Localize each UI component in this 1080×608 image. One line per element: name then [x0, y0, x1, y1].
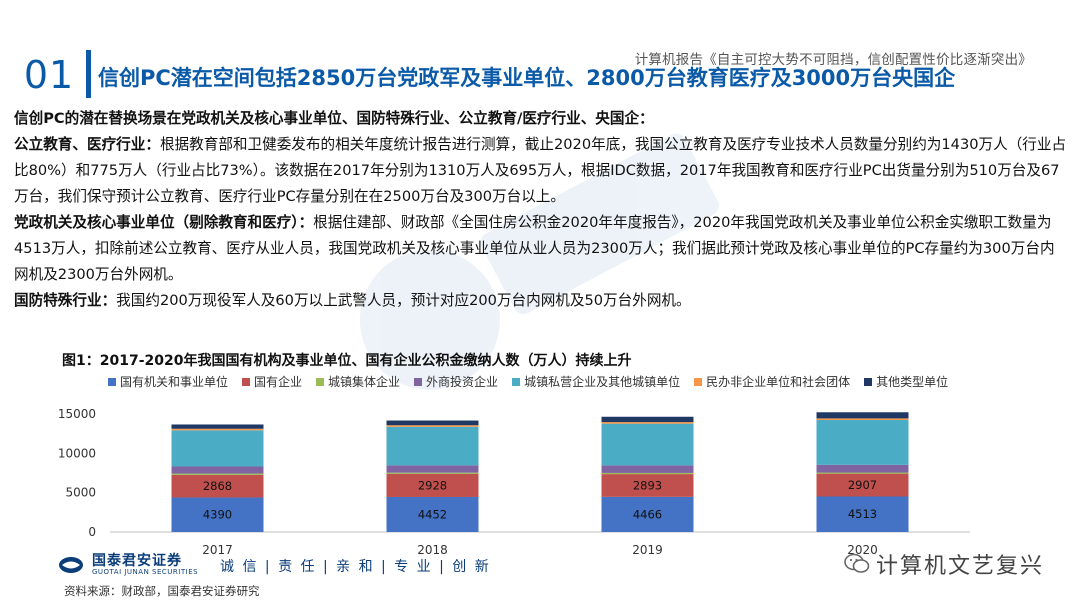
- bar-segment: [816, 418, 909, 420]
- data-label: 2928: [418, 478, 447, 492]
- y-tick-label: 10000: [58, 446, 96, 460]
- page-title: 信创PC潜在空间包括2850万台党政军及事业单位、2800万台教育医疗及3000…: [98, 66, 956, 90]
- paragraph-government: 党政机关及核心事业单位（剔除教育和医疗）：根据住建部、财政部《全国住房公积金20…: [14, 210, 1068, 288]
- bar-segment: [171, 497, 264, 532]
- legend-swatch: [864, 377, 873, 386]
- wechat-watermark: 计算机文艺复兴: [844, 548, 1044, 580]
- legend-swatch: [316, 377, 325, 386]
- section-divider: [86, 50, 91, 98]
- bar-segment: [171, 430, 264, 467]
- legend-label: 国有企业: [254, 375, 303, 389]
- x-tick-label: 2017: [202, 543, 233, 557]
- bar-segment: [816, 496, 909, 532]
- intro-paragraph: 信创PC的潜在替换场景在党政机关及核心事业单位、国防特殊行业、公立教育/医疗行业…: [14, 110, 654, 127]
- bar-segment: [171, 474, 264, 498]
- legend-item: 其他类型单位: [864, 373, 948, 390]
- legend-label: 国有机关和事业单位: [120, 375, 229, 389]
- company-slogan: 诚 信 | 责 任 | 亲 和 | 专 业 | 创 新: [220, 559, 491, 575]
- bar-segment: [386, 496, 479, 532]
- y-tick-label: 0: [88, 525, 96, 539]
- bar-segment: [601, 423, 694, 466]
- bar-segment: [816, 412, 909, 419]
- y-tick-label: 5000: [65, 486, 96, 500]
- data-label: 4513: [848, 507, 877, 521]
- data-label: 4466: [633, 507, 662, 521]
- chart-title: 图1：2017-2020年我国国有机构及事业单位、国有企业公积金缴纳人数（万人）…: [62, 353, 632, 369]
- x-tick-label: 2020: [847, 543, 878, 557]
- stacked-bar-chart: 0 5000 10000 15000 4390 2868 2017 4452 2928 2018 4…: [58, 407, 970, 557]
- paragraph-label: 国防特殊行业：: [14, 292, 117, 309]
- bar-segment: [601, 465, 694, 473]
- bar-segment: [386, 472, 479, 474]
- bar-segment: [386, 426, 479, 466]
- paragraph-text: 我国约200万现役军人及60万以上武警人员，预计对应200万台内网机及50万台外…: [116, 292, 691, 309]
- bar-segment: [601, 422, 694, 424]
- legend-label: 民办非企业单位和社会团体: [706, 375, 851, 389]
- bar-segment: [816, 472, 909, 474]
- wechat-account: 计算机文艺复兴: [875, 554, 1044, 579]
- legend-label: 城镇集体企业: [328, 375, 401, 389]
- bar-segment: [386, 473, 479, 497]
- paragraph-label: 党政机关及核心事业单位（剔除教育和医疗）：: [14, 214, 314, 231]
- legend-swatch: [108, 377, 116, 386]
- bar-segment: [171, 466, 264, 474]
- bar-segment: [601, 474, 694, 497]
- wechat-icon: [844, 553, 870, 573]
- paragraph-label: 公立教育、医疗行业：: [14, 136, 160, 153]
- company-logo: 国泰君安证券 GUOTAI JUNAN SECURITIES: [58, 554, 198, 576]
- bar-segment: [171, 424, 264, 429]
- bar-segment: [386, 465, 479, 473]
- legend-swatch: [694, 377, 703, 386]
- legend-label: 城镇私营企业及其他城镇单位: [524, 375, 681, 389]
- data-label: 2893: [633, 478, 662, 492]
- bar-segment: [386, 425, 479, 427]
- data-source: 资料来源：财政部，国泰君安证券研究: [64, 584, 260, 598]
- legend-item: 城镇集体企业: [316, 373, 400, 390]
- bar-segment: [816, 419, 909, 465]
- bar-segment: [601, 496, 694, 532]
- bar-segment: [816, 464, 909, 473]
- bar-segment: [601, 416, 694, 423]
- legend-swatch: [414, 377, 423, 386]
- legend-swatch: [512, 377, 521, 386]
- report-note: 计算机报告《自主可控大势不可阻挡，信创配置性价比逐渐突出》: [634, 52, 1032, 68]
- brand-emblem-icon: [59, 557, 83, 573]
- legend-item: 外商投资企业: [414, 373, 498, 390]
- legend-item: 国有企业: [242, 373, 302, 390]
- paragraph-defense: 国防特殊行业：我国约200万现役军人及60万以上武警人员，预计对应200万台内网…: [14, 288, 1068, 314]
- bar-segment: [171, 473, 264, 475]
- legend-item: 国有机关和事业单位: [108, 373, 228, 390]
- legend-item: 城镇私营企业及其他城镇单位: [512, 373, 680, 390]
- x-tick-label: 2018: [417, 543, 448, 557]
- chart-legend: 国有机关和事业单位 国有企业 城镇集体企业 外商投资企业 城镇私营企业及其他城镇单位 民办…: [108, 373, 948, 390]
- data-label: 4452: [418, 507, 447, 521]
- data-label: 2868: [203, 479, 232, 493]
- paragraph-education-medical: 公立教育、医疗行业：根据教育部和卫健委发布的相关年度统计报告进行测算，截止202…: [14, 132, 1068, 210]
- bar-segment: [171, 428, 264, 431]
- logo-english: GUOTAI JUNAN SECURITIES: [92, 568, 199, 576]
- legend-label: 外商投资企业: [426, 375, 499, 389]
- body-text: 信创PC的潜在替换场景在党政机关及核心事业单位、国防特殊行业、公立教育/医疗行业…: [14, 106, 1068, 314]
- y-tick-label: 15000: [58, 407, 96, 421]
- legend-swatch: [242, 377, 251, 386]
- legend-label: 其他类型单位: [876, 375, 949, 389]
- section-number: 01: [23, 53, 75, 97]
- bar-segment: [816, 473, 909, 497]
- logo-name: 国泰君安证券: [92, 553, 182, 569]
- data-label: 4390: [203, 508, 232, 522]
- paragraph-text: 根据住建部、财政部《全国住房公积金2020年年度报告》，2020年我国党政机关及…: [14, 214, 1055, 283]
- data-label: 2907: [848, 478, 877, 492]
- paragraph-text: 根据教育部和卫健委发布的相关年度统计报告进行测算，截止2020年底，我国公立教育…: [14, 136, 1067, 205]
- bar-segment: [386, 420, 479, 426]
- bar-segment: [601, 472, 694, 475]
- x-tick-label: 2019: [632, 543, 663, 557]
- legend-item: 民办非企业单位和社会团体: [694, 373, 850, 390]
